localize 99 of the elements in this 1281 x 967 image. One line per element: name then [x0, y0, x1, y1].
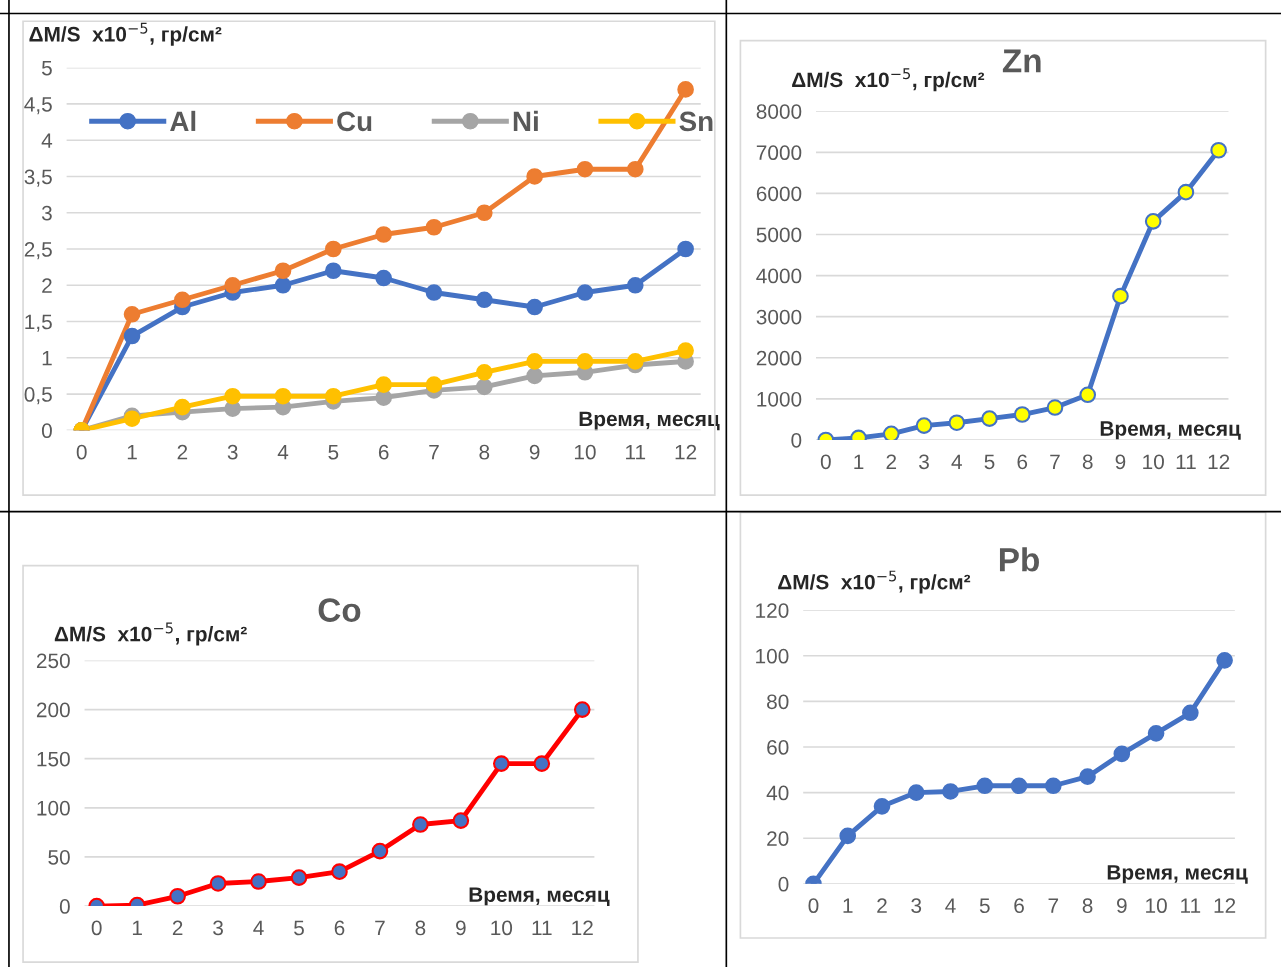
x-tick-label: 11	[1176, 454, 1196, 469]
legend-label: Sn	[679, 111, 713, 132]
y-tick-label: 1000	[757, 391, 802, 407]
x-tick-label: 0	[808, 898, 819, 914]
x-axis-title: Время, месяц	[1100, 421, 1241, 440]
x-tick-label: 4	[253, 920, 264, 936]
x-tick-label: 7	[1048, 898, 1059, 913]
y-axis-title: ΔM/S x10$^{−5}$, гр/см²	[792, 68, 985, 92]
legend-label: Cu	[337, 111, 372, 132]
x-tick-label: 11	[1181, 898, 1201, 913]
y-tick-label: 5	[41, 60, 52, 76]
x-tick-label: 8	[1082, 898, 1093, 914]
x-tick-label: 1	[132, 920, 142, 936]
y-tick-label: 3	[41, 205, 52, 221]
y-tick-label: 4000	[756, 268, 802, 284]
chart-title: Pb	[999, 547, 1039, 572]
x-tick-label: 4	[951, 454, 962, 469]
x-tick-label: 9	[529, 444, 540, 460]
x-tick-label: 6	[334, 920, 345, 936]
legend-label: Ni	[513, 110, 538, 131]
y-tick-label: 50	[48, 849, 70, 865]
y-tick-label: 1	[42, 351, 52, 366]
x-tick-label: 8	[415, 920, 426, 936]
y-tick-label: 0,5	[24, 387, 52, 405]
y-tick-label: 2,5	[24, 242, 52, 260]
y-tick-label: 6000	[756, 186, 802, 202]
y-tick-label: 7000	[756, 145, 802, 161]
x-tick-label: 5	[294, 920, 304, 936]
x-tick-label: 3	[213, 920, 223, 936]
y-tick-label: 60	[767, 740, 789, 755]
x-tick-label: 0	[820, 454, 831, 470]
y-tick-label: 2000	[756, 350, 802, 366]
y-tick-label: 2	[42, 278, 52, 293]
y-tick-label: 20	[767, 831, 789, 846]
y-tick-label: 3000	[756, 309, 802, 325]
y-tick-label: 0	[791, 432, 802, 448]
x-tick-label: 8	[479, 444, 490, 460]
y-tick-label: 1,5	[25, 314, 52, 332]
x-tick-label: 12	[1208, 454, 1230, 469]
x-tick-label: 6	[378, 444, 389, 460]
y-tick-label: 4	[41, 133, 53, 148]
x-tick-label: 1	[843, 898, 853, 913]
x-axis-title: Время, месяц	[1107, 865, 1248, 884]
x-tick-label: 7	[1050, 454, 1060, 469]
y-tick-label: 250	[36, 653, 70, 669]
x-tick-label: 6	[1014, 898, 1024, 914]
x-tick-label: 2	[877, 898, 887, 913]
x-tick-label: 11	[532, 920, 552, 936]
x-tick-label: 5	[979, 898, 990, 914]
y-axis-title: ΔM/S x10$^{−5}$, гр/см²	[29, 22, 222, 46]
y-tick-label: 0	[41, 423, 52, 439]
x-tick-label: 7	[429, 444, 439, 460]
x-tick-label: 9	[1115, 454, 1126, 470]
y-axis-title: ΔM/S x10$^{−5}$, гр/см²	[778, 570, 971, 594]
x-tick-label: 10	[1146, 898, 1167, 914]
y-tick-label: 40	[766, 785, 789, 801]
x-tick-label: 5	[328, 444, 339, 460]
x-tick-label: 3	[227, 444, 238, 460]
x-tick-label: 0	[76, 444, 87, 460]
x-tick-label: 10	[1143, 454, 1164, 470]
y-tick-label: 3,5	[24, 169, 52, 187]
x-tick-label: 1	[854, 454, 864, 469]
y-tick-label: 5000	[756, 227, 802, 243]
chart-title: Co	[318, 598, 361, 622]
x-tick-label: 12	[675, 444, 697, 460]
x-tick-label: 8	[1082, 454, 1093, 470]
y-tick-label: 0	[778, 876, 789, 892]
y-tick-label: 150	[37, 751, 70, 767]
x-tick-label: 6	[1017, 454, 1028, 470]
x-tick-label: 12	[1214, 898, 1236, 913]
x-tick-label: 11	[626, 444, 646, 460]
y-axis-title: ΔM/S x10$^{−5}$, гр/см²	[54, 622, 247, 646]
x-tick-label: 4	[277, 444, 289, 460]
x-tick-label: 0	[91, 920, 102, 936]
y-tick-label: 100	[756, 648, 789, 664]
y-tick-label: 200	[36, 702, 70, 718]
x-tick-label: 10	[491, 920, 513, 936]
x-tick-label: 7	[375, 920, 385, 936]
x-tick-label: 9	[1117, 898, 1127, 914]
x-tick-label: 2	[177, 444, 188, 460]
y-tick-label: 100	[37, 800, 70, 816]
x-axis-title: Время, месяц	[579, 411, 720, 431]
x-tick-label: 2	[172, 920, 183, 936]
x-tick-label: 2	[886, 454, 897, 469]
chart-title: Zn	[1002, 49, 1041, 73]
y-tick-label: 4,5	[24, 97, 52, 115]
x-axis-title: Время, месяц	[469, 887, 610, 907]
y-tick-label: 8000	[756, 104, 802, 119]
y-tick-label: 80	[767, 694, 789, 710]
x-tick-label: 5	[984, 454, 995, 470]
x-tick-label: 12	[572, 920, 593, 936]
x-tick-label: 3	[919, 454, 929, 470]
x-tick-label: 4	[945, 898, 956, 913]
y-tick-label: 120	[756, 603, 789, 618]
x-tick-label: 3	[911, 898, 922, 914]
x-tick-label: 1	[127, 444, 137, 460]
x-tick-label: 10	[574, 444, 596, 460]
legend-label: Al	[170, 110, 196, 131]
x-tick-label: 9	[456, 920, 466, 936]
